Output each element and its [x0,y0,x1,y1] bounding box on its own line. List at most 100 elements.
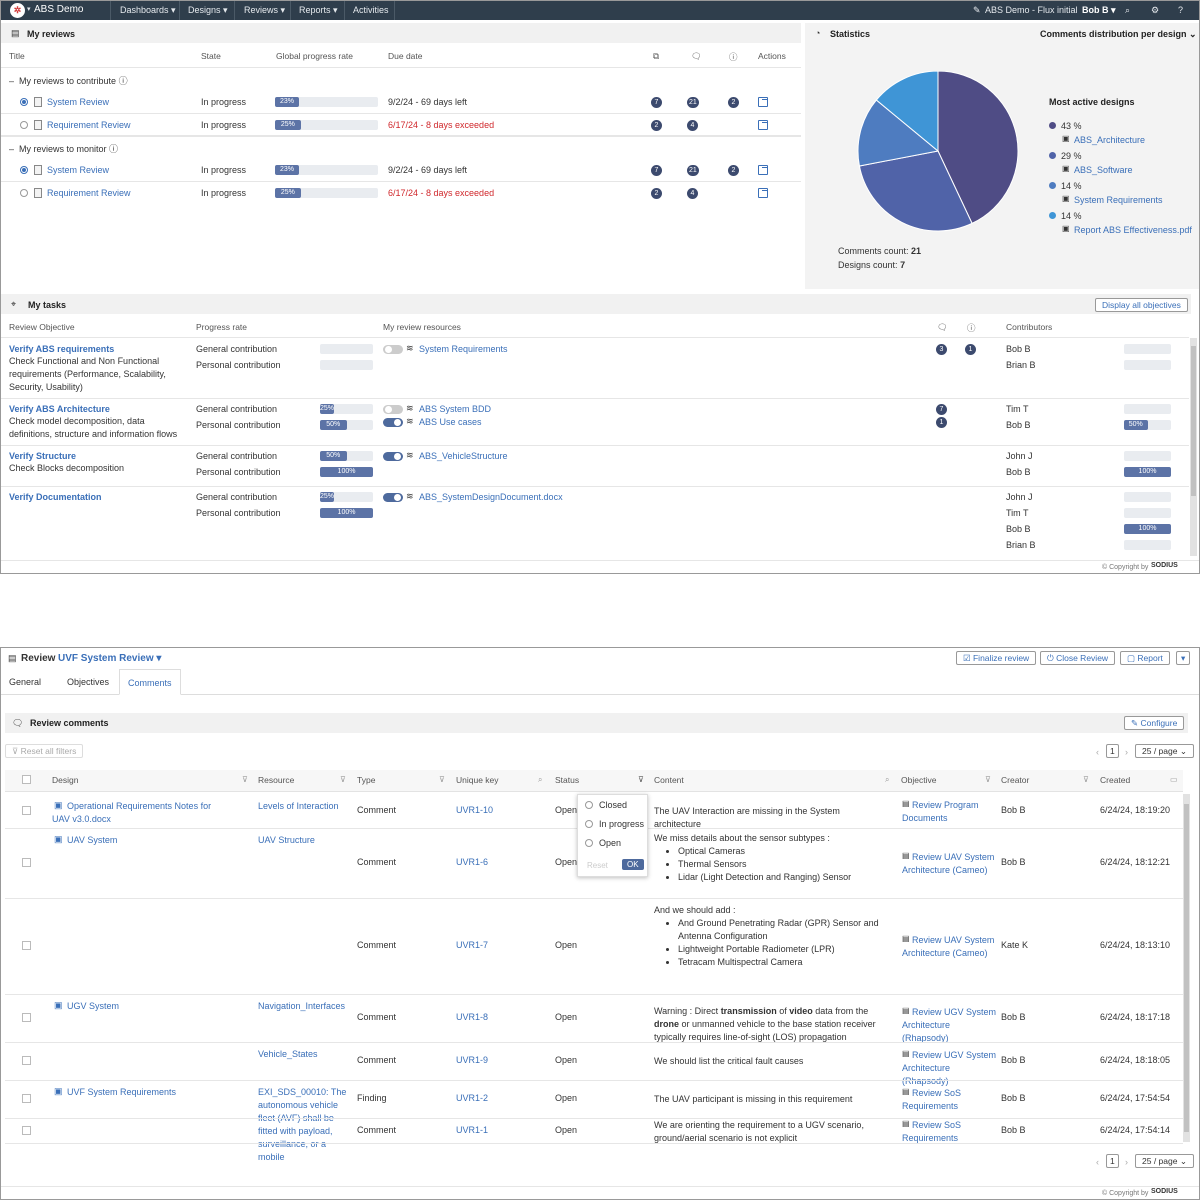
menu-reviews[interactable]: Reviews ▾ [244,5,286,15]
configure-button[interactable]: ✎ Configure [1124,716,1185,730]
open-review-icon[interactable] [758,188,768,198]
unique-key-link[interactable]: UVR1-10 [456,805,494,815]
column-header[interactable]: Type [357,775,376,785]
column-filter-icon[interactable]: ▭ [1170,775,1178,784]
configuration-selector[interactable]: ABS Demo - Flux initial [985,5,1078,15]
review-name-link[interactable]: Requirement Review [47,120,131,130]
objective-link[interactable]: Review SoS Requirements [902,1120,962,1143]
reset-filters-button[interactable]: ⊽ Reset all filters [5,744,84,758]
page-size-select-bottom[interactable]: 25 / page ⌄ [1135,1154,1194,1168]
review-name-link[interactable]: System Review [47,97,110,107]
edit-config-icon[interactable]: ✎ [973,5,981,15]
more-menu-button[interactable]: ▾ [1176,651,1191,665]
resource-toggle[interactable] [383,493,403,502]
resource-link[interactable]: ABS_SystemDesignDocument.docx [419,492,563,502]
pie-slice-abs-architecture[interactable] [937,71,1019,225]
legend-design-link[interactable]: Report ABS Effectiveness.pdf [1074,225,1192,235]
resource-link[interactable]: ABS System BDD [419,404,492,414]
unique-key-link[interactable]: UVR1-6 [456,857,489,867]
select-all-checkbox[interactable] [22,775,31,784]
row-checkbox[interactable] [22,1094,31,1103]
page-number-bottom[interactable]: 1 [1106,1154,1119,1168]
open-review-icon[interactable] [758,120,768,130]
resource-link[interactable]: Levels of Interaction [258,801,339,811]
review-select-radio[interactable] [20,98,28,106]
task-title-link[interactable]: Verify Documentation [9,492,102,502]
app-logo-icon[interactable]: ✲ [10,3,25,18]
legend-design-link[interactable]: ABS_Software [1074,165,1133,175]
tab-objectives[interactable]: Objectives [67,677,110,687]
row-checkbox[interactable] [22,1056,31,1065]
display-all-objectives-button[interactable]: Display all objectives [1095,298,1188,312]
close-review-button[interactable]: ⏻ Close Review [1040,651,1116,665]
statistics-selector[interactable]: Comments distribution per design ⌄ [1040,29,1197,39]
pie-slice-report-abs-effectiveness-pdf[interactable] [875,71,939,153]
filter-in-progress-label[interactable]: In progress [599,819,645,829]
help-icon[interactable]: ? [1178,5,1184,15]
objective-link[interactable]: Review UAV System Architecture (Cameo) [902,935,995,958]
prev-page-icon[interactable]: ‹ [1096,747,1099,757]
design-link[interactable]: UVF System Requirements [67,1087,177,1097]
resource-link[interactable]: Navigation_Interfaces [258,1001,346,1011]
column-header[interactable]: Content [654,775,684,785]
review-select-radio[interactable] [20,189,28,197]
open-review-icon[interactable] [758,97,768,107]
tasks-scrollbar[interactable] [1190,338,1197,556]
menu-reports[interactable]: Reports ▾ [299,5,338,15]
tab-general[interactable]: General [9,677,42,687]
filter-open-radio[interactable] [585,839,593,847]
column-filter-icon[interactable]: ⊽ [340,775,346,784]
next-page-icon[interactable]: › [1125,747,1128,757]
row-checkbox[interactable] [22,941,31,950]
row-checkbox[interactable] [22,858,31,867]
filter-ok-button[interactable]: OK [622,859,644,870]
page-size-select[interactable]: 25 / page ⌄ [1135,744,1194,758]
column-filter-icon[interactable]: ⊽ [439,775,445,784]
column-header[interactable]: Design [52,775,79,785]
legend-design-link[interactable]: System Requirements [1074,195,1163,205]
review-name-link[interactable]: Requirement Review [47,188,131,198]
next-page-icon-bottom[interactable]: › [1125,1157,1128,1167]
review-select-radio[interactable] [20,121,28,129]
resource-toggle[interactable] [383,405,403,414]
tab-comments[interactable]: Comments [119,669,181,695]
row-checkbox[interactable] [22,1126,31,1135]
task-title-link[interactable]: Verify ABS Architecture [9,404,110,414]
group-monitor[interactable]: – My reviews to monitor ⓘ [9,144,119,154]
design-link[interactable]: UAV System [67,835,118,845]
review-name-link[interactable]: System Review [47,165,110,175]
resource-link[interactable]: EXI_SDS_00010: The autonomous vehicle fl… [258,1087,347,1162]
filter-in-progress-radio[interactable] [585,820,593,828]
resource-link[interactable]: ABS Use cases [419,417,482,427]
column-filter-icon[interactable]: ⊽ [1083,775,1089,784]
column-header[interactable]: Status [555,775,580,785]
filter-closed-label[interactable]: Closed [599,800,628,810]
pie-slice-system-requirements[interactable] [857,99,940,167]
logo-caret-icon[interactable]: ▾ [27,6,31,13]
objective-link[interactable]: Review SoS Requirements [902,1088,962,1111]
resource-toggle[interactable] [383,418,403,427]
review-select-radio[interactable] [20,166,28,174]
legend-design-link[interactable]: ABS_Architecture [1074,135,1146,145]
user-menu[interactable]: Bob B ▾ [1082,5,1116,15]
task-title-link[interactable]: Verify Structure [9,451,77,461]
report-button[interactable]: ▢ Report [1120,651,1170,665]
resource-link[interactable]: System Requirements [419,344,508,354]
filter-reset-button[interactable]: Reset [587,861,608,870]
column-filter-icon[interactable]: ⊽ [985,775,991,784]
prev-page-icon-bottom[interactable]: ‹ [1096,1157,1099,1167]
filter-closed-radio[interactable] [585,801,593,809]
row-checkbox[interactable] [22,806,31,815]
objective-link[interactable]: Review Program Documents [902,800,979,823]
comments-scrollbar[interactable] [1183,794,1190,1142]
app-name[interactable]: ABS Demo [34,4,84,15]
pie-slice-abs-software[interactable] [858,150,973,232]
column-filter-icon[interactable]: ⊽ [242,775,248,784]
unique-key-link[interactable]: UVR1-7 [456,940,489,950]
review-name[interactable]: UVF System Review ▾ [58,653,162,664]
page-number[interactable]: 1 [1106,744,1119,758]
objective-link[interactable]: Review UGV System Architecture (Rhapsody… [902,1050,997,1086]
filter-open-label[interactable]: Open [599,838,622,848]
menu-designs[interactable]: Designs ▾ [188,5,228,15]
resource-link[interactable]: ABS_VehicleStructure [419,451,508,461]
